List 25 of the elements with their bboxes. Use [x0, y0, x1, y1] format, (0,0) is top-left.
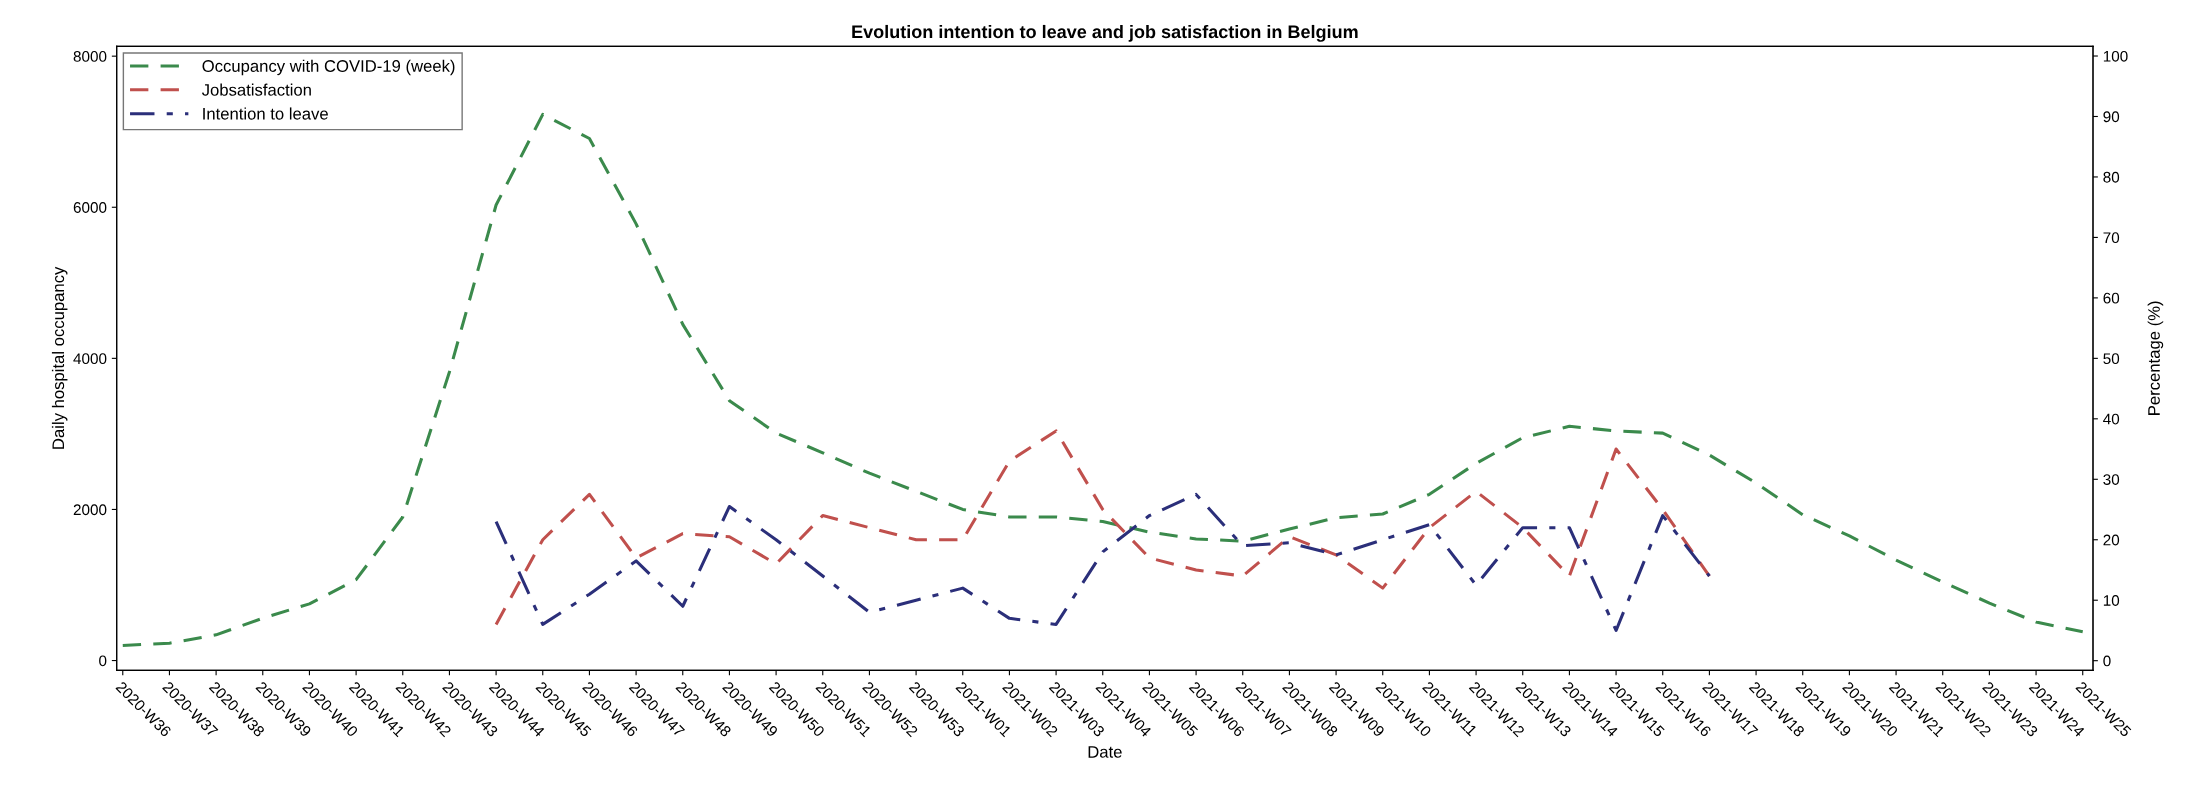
y2-tick-label: 20	[2103, 534, 2120, 546]
y2-tick-label: 70	[2103, 232, 2120, 244]
x-axis-title: Date	[1088, 746, 1122, 758]
y2-tick-label: 0	[2103, 655, 2111, 667]
y2-tick-label: 90	[2103, 111, 2120, 123]
y2-tick-label: 80	[2103, 171, 2120, 183]
line-series	[494, 429, 1711, 626]
legend-label: Intention to leave	[203, 107, 328, 120]
y-tick-label: 0	[99, 655, 107, 667]
y-axis-title: Daily hospital occupancy	[51, 266, 68, 449]
y-tick-label: 6000	[73, 202, 107, 213]
y2-tick-label: 50	[2103, 353, 2120, 365]
y-tick-label: 4000	[73, 353, 107, 365]
y-tick-label: 2000	[73, 504, 107, 516]
y2-tick-label: 40	[2103, 413, 2120, 425]
y2-axis-title: Percentage (%)	[2147, 301, 2164, 415]
y2-tick-label: 10	[2103, 595, 2120, 606]
y2-tick-label: 30	[2103, 474, 2120, 485]
chart-title: Evolution intention to leave and job satisfaction in Belgium	[852, 24, 1358, 42]
y2-tick-label: 100	[2103, 50, 2128, 62]
legend-label: Occupancy with COVID-19 (week)	[202, 59, 455, 76]
y2-tick-label: 60	[2103, 292, 2120, 304]
y-tick-label: 8000	[73, 51, 107, 62]
legend-label: Jobsatisfaction	[201, 83, 311, 96]
line-series	[494, 492, 1711, 632]
